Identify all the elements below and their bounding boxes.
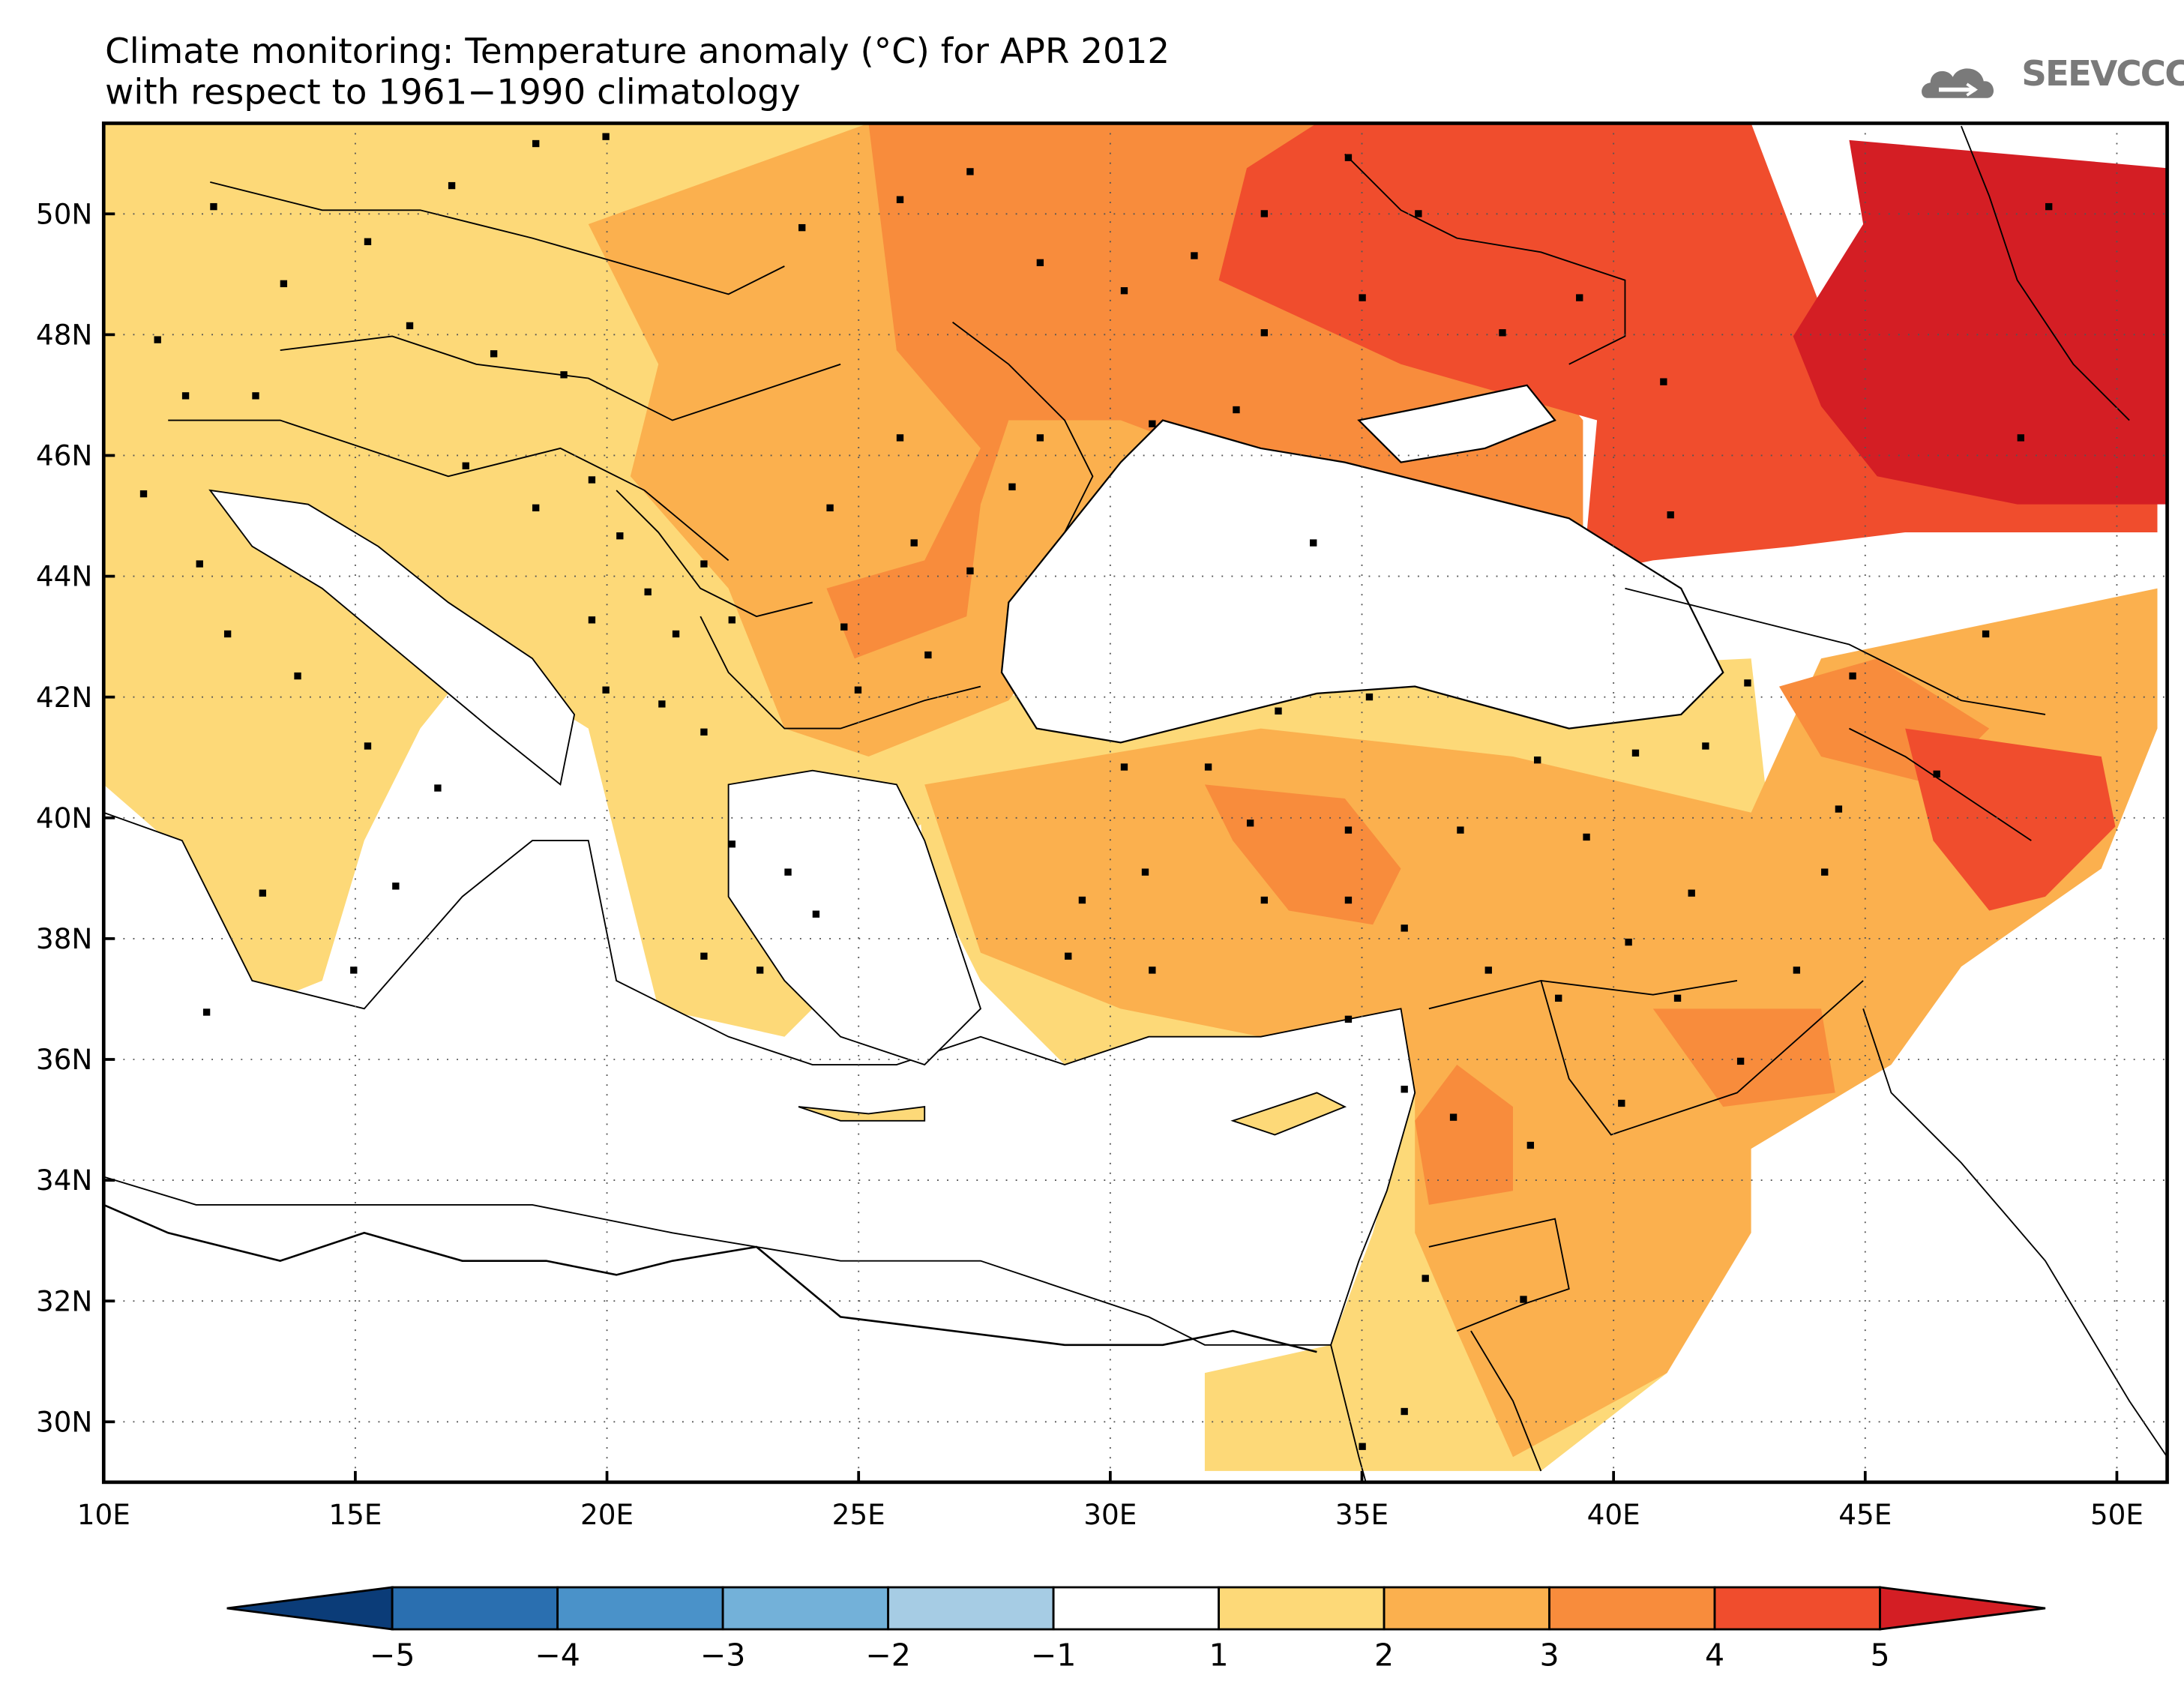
cloud-icon [1922,68,1994,98]
colorbar-label: −1 [1031,1638,1077,1674]
lat-tick-label: 40N [36,802,93,835]
lon-tick-label: 50E [2090,1498,2144,1531]
map-title: Climate monitoring: Temperature anomaly … [105,31,1170,112]
lat-tick-label: 38N [36,922,93,955]
lon-tick-label: 10E [77,1498,130,1531]
colorbar-extend-high [1879,1586,2046,1631]
aegean-sea [727,769,982,1066]
lat-tick-label: 48N [36,318,93,351]
lat-tick-label: 30N [36,1405,93,1438]
lat-tick-label: 46N [36,439,93,472]
title-line-1: Climate monitoring: Temperature anomaly … [105,31,1170,72]
logo-text: SEEVCCC [2021,53,2184,94]
anomaly-field [103,123,2168,1482]
colorbar: −5 −4 −3 −2 −1 1 2 3 4 5 [226,1586,2046,1674]
colorbar-label: 1 [1209,1638,1229,1674]
colorbar-label: 5 [1870,1638,1889,1674]
lon-tick-label: 30E [1083,1498,1137,1531]
lat-tick-label: 42N [36,681,93,714]
colorbar-swatch [1383,1586,1550,1631]
title-line-2: with respect to 1961−1990 climatology [105,71,801,112]
crete [798,1106,926,1122]
colorbar-swatch [391,1586,559,1631]
colorbar-swatch [1713,1586,1881,1631]
colorbar-label: 2 [1374,1638,1394,1674]
colorbar-swatch [887,1586,1055,1631]
colorbar-label: −4 [535,1638,580,1674]
colorbar-label: 3 [1539,1638,1559,1674]
colorbar-swatch [1052,1586,1220,1631]
colorbar-swatch [721,1586,890,1631]
country-borders [168,125,2168,1482]
lon-tick-label: 25E [832,1498,885,1531]
lon-tick-label: 45E [1838,1498,1892,1531]
sea-of-azov [1357,384,1556,463]
black-sea [1000,419,1724,744]
latitude-axis: 30N 32N 34N 36N 38N 40N 42N 44N 46N 48N 50N [36,197,115,1438]
lon-tick-label: 15E [328,1498,382,1531]
lon-tick-label: 20E [580,1498,634,1531]
anomaly-band-3-4-pockets [1204,658,1990,1205]
gridlines [103,123,2168,1482]
adriatic-sea [208,489,576,787]
map-frame [101,121,2169,1485]
anomaly-band-gt5 [1793,139,2168,505]
colorbar-swatch [1548,1586,1716,1631]
lon-tick-label: 40E [1587,1498,1640,1531]
colorbar-label: −3 [700,1638,746,1674]
lon-tick-label: 35E [1335,1498,1389,1531]
anomaly-band-4-5-caucasus [1905,728,2116,911]
north-africa-coast [103,1203,1317,1353]
colorbar-swatch [556,1586,724,1631]
lat-tick-label: 50N [36,197,93,230]
lat-tick-label: 44N [36,560,93,593]
lat-tick-label: 32N [36,1284,93,1317]
longitude-axis: 10E 15E 20E 25E 30E 35E 40E 45E 50E [77,1470,2144,1531]
lat-tick-label: 36N [36,1043,93,1076]
cyprus [1230,1092,1347,1136]
station-markers [139,133,2053,1450]
colorbar-label: 4 [1705,1638,1724,1674]
colorbar-label: −5 [370,1638,415,1674]
mediterranean-sea [103,811,1416,1346]
colorbar-swatch [1218,1586,1386,1631]
lat-tick-label: 34N [36,1164,93,1197]
colorbar-extend-low [226,1586,394,1631]
colorbar-label: −2 [865,1638,911,1674]
